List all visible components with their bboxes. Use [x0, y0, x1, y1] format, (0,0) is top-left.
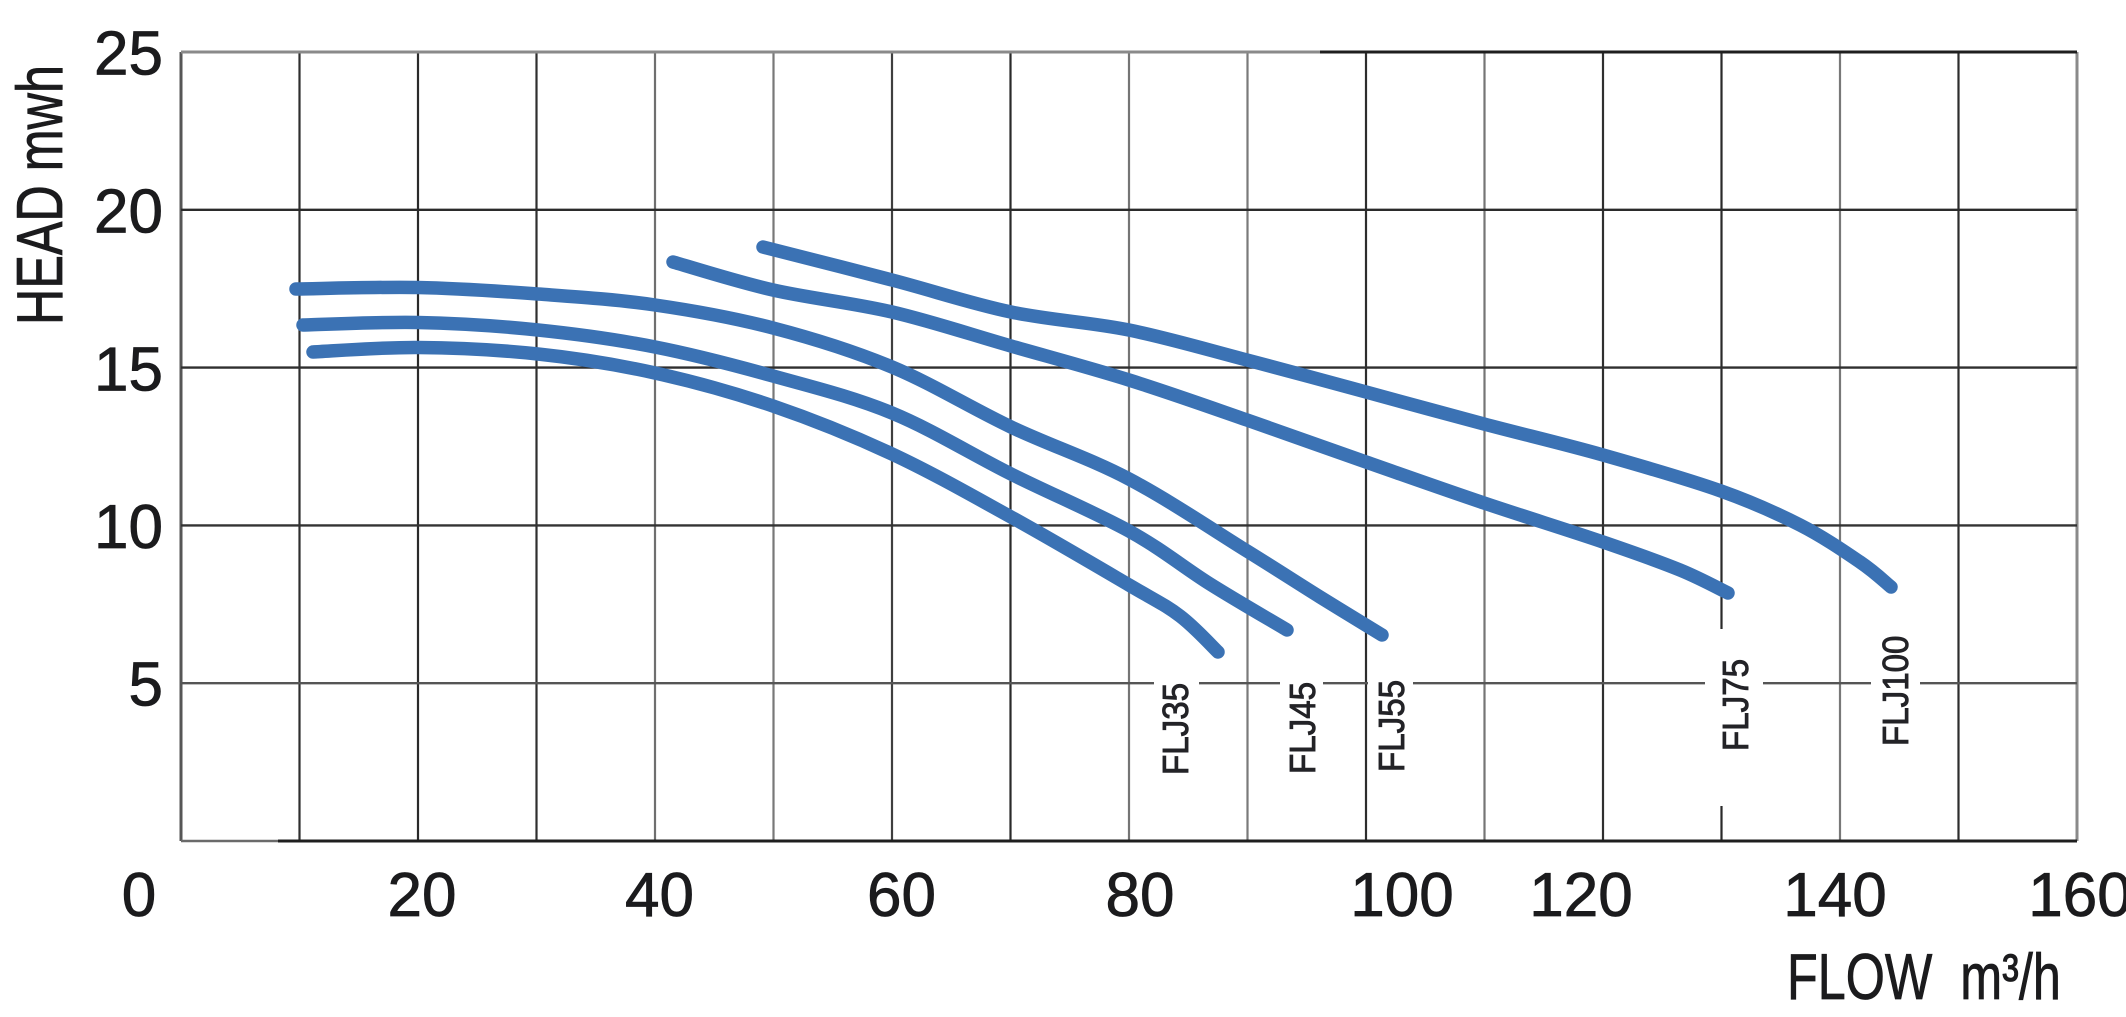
- svg-text:20: 20: [94, 177, 163, 246]
- svg-text:10: 10: [94, 493, 163, 562]
- svg-text:80: 80: [1106, 861, 1175, 930]
- svg-text:FLJ100: FLJ100: [1877, 636, 1917, 746]
- svg-text:HEAD mwh: HEAD mwh: [5, 65, 76, 325]
- svg-text:25: 25: [94, 20, 163, 89]
- svg-text:60: 60: [867, 861, 936, 930]
- svg-text:120: 120: [1529, 861, 1632, 930]
- svg-text:20: 20: [388, 861, 457, 930]
- svg-text:100: 100: [1350, 861, 1453, 930]
- svg-text:140: 140: [1783, 861, 1886, 930]
- svg-text:40: 40: [625, 861, 694, 930]
- svg-text:5: 5: [129, 651, 163, 720]
- svg-text:160: 160: [2028, 861, 2126, 930]
- svg-text:FLJ55: FLJ55: [1373, 680, 1413, 772]
- svg-text:0: 0: [122, 861, 156, 930]
- svg-text:FLJ75: FLJ75: [1717, 659, 1757, 751]
- svg-text:FLJ45: FLJ45: [1284, 682, 1324, 774]
- svg-text:15: 15: [94, 335, 163, 404]
- svg-text:FLOW m³/h: FLOW m³/h: [1787, 942, 2061, 1012]
- svg-text:FLJ35: FLJ35: [1157, 683, 1197, 775]
